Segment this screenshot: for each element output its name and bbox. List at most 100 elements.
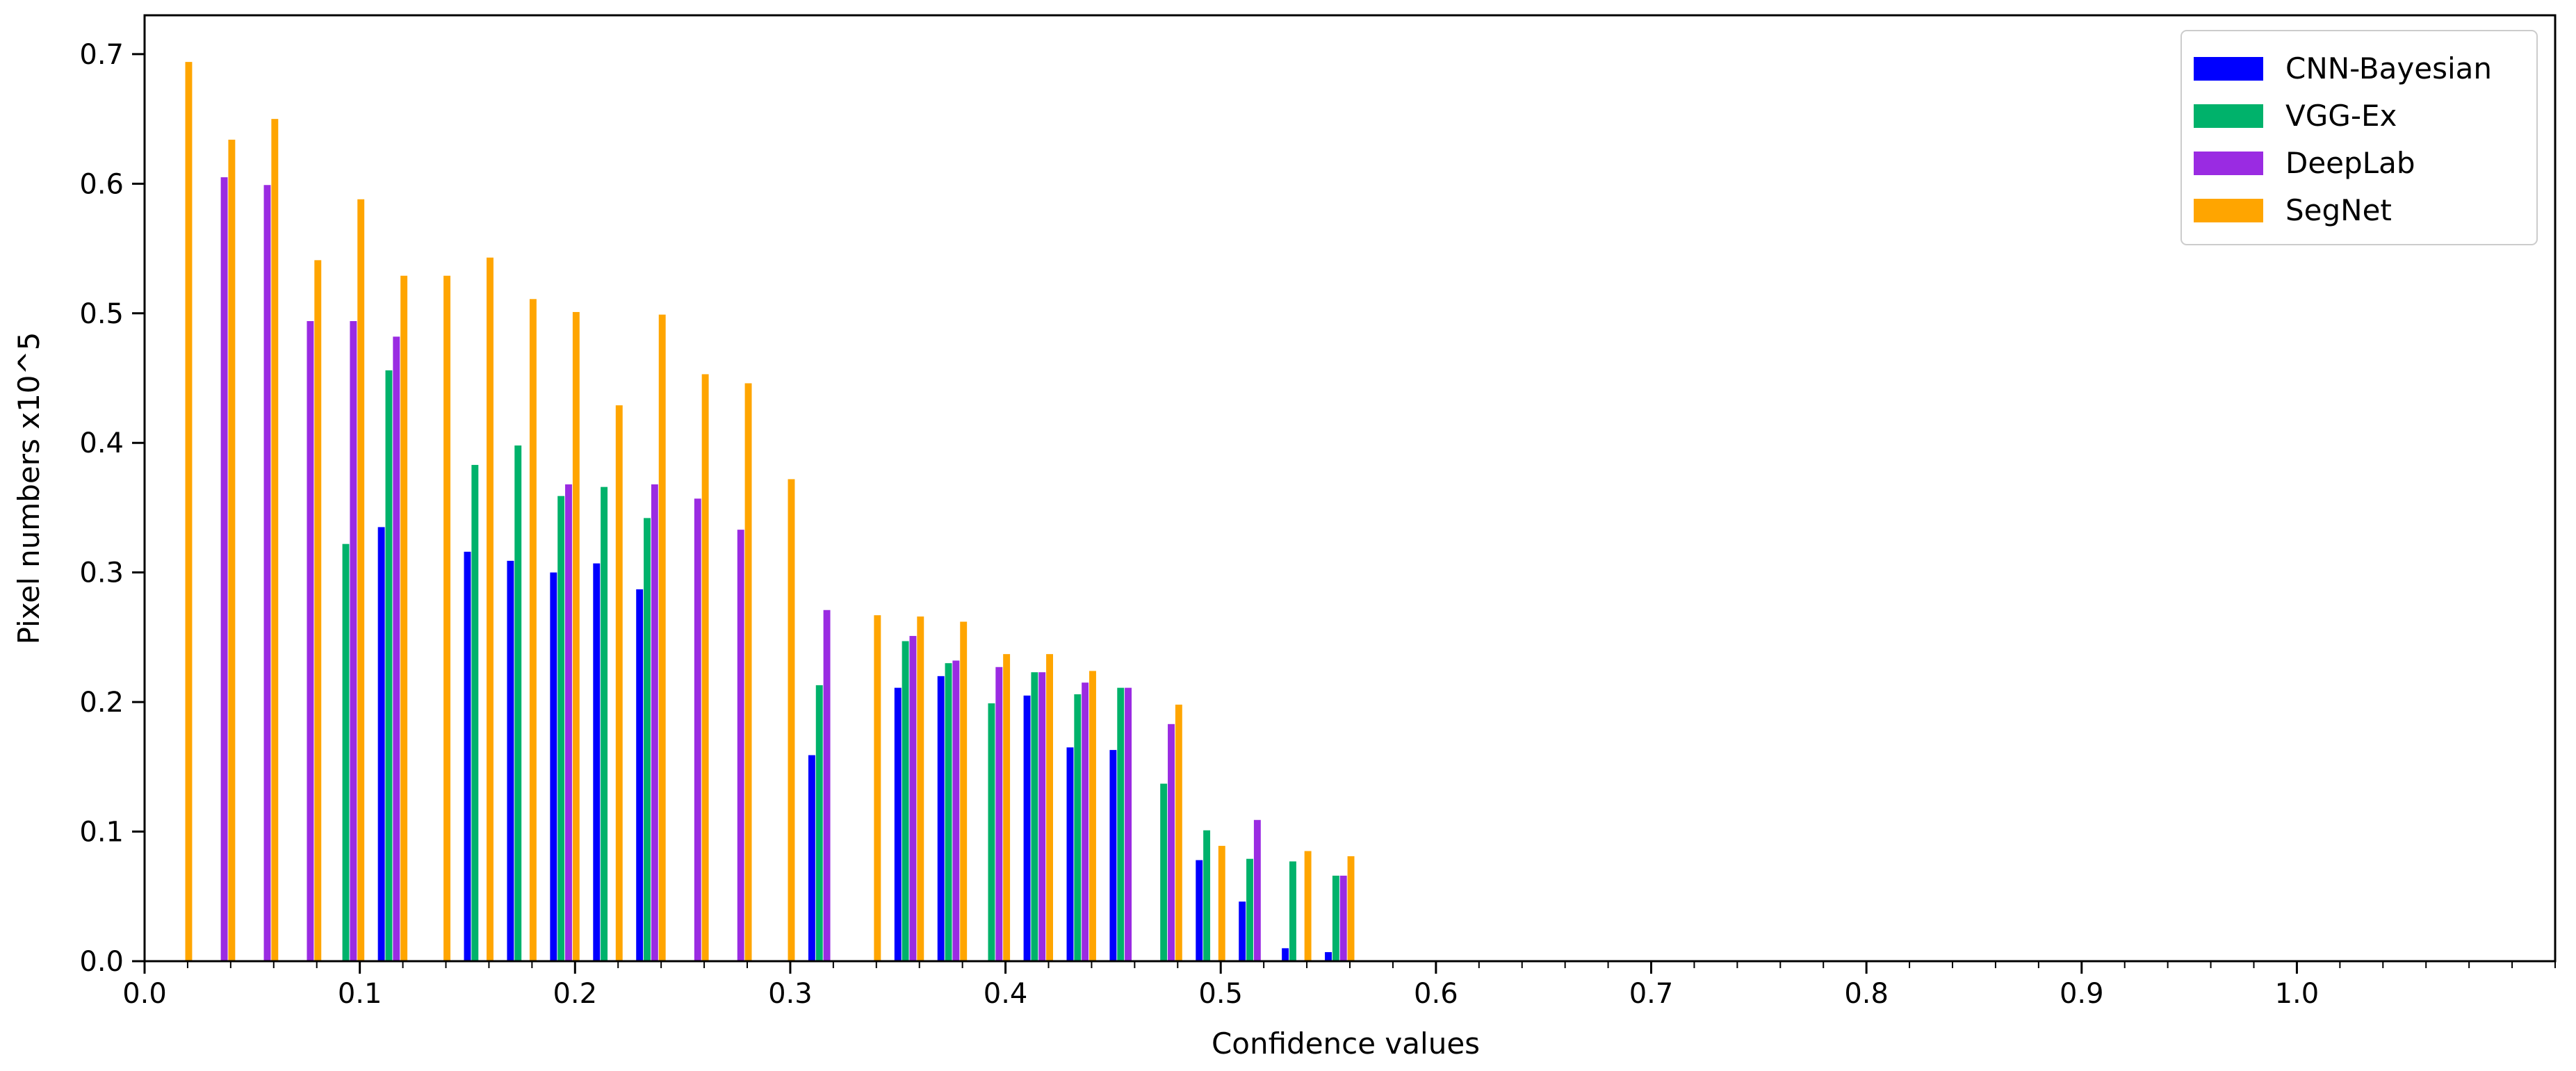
y-tick-label: 0.5 xyxy=(79,298,124,330)
legend-label: VGG-Ex xyxy=(2285,99,2397,133)
legend-swatch-segnet xyxy=(2194,199,2263,222)
bar-segnet-23 xyxy=(1304,851,1312,961)
bar-segnet-18 xyxy=(1003,654,1011,961)
plot-area-frame xyxy=(143,14,2557,963)
bar-segnet-2 xyxy=(271,119,279,961)
bar-cnn-bayesian-4 xyxy=(593,563,601,961)
bar-segnet-21 xyxy=(1175,704,1182,961)
bar-vgg-ex-3 xyxy=(514,445,522,961)
x-axis: 0.0 0.1 0.2 0.3 0.4 0.5 0.6 0.7 0.8 0.9 1.0 xyxy=(122,961,2556,1010)
bar-segnet-17 xyxy=(960,621,968,961)
bar-deeplab-15 xyxy=(1125,687,1132,961)
bar-deeplab-8 xyxy=(737,530,744,961)
x-tick-label: 1.0 xyxy=(2275,978,2320,1010)
bar-deeplab-10 xyxy=(909,636,917,961)
legend-box xyxy=(2180,30,2538,245)
bar-vgg-ex-1 xyxy=(385,370,393,961)
bar-deeplab-18 xyxy=(1339,875,1347,961)
bar-cnn-bayesian-15 xyxy=(1325,951,1332,961)
bar-vgg-ex-14 xyxy=(1160,783,1168,961)
bar-cnn-bayesian-8 xyxy=(937,676,945,961)
y-tick-label: 0.6 xyxy=(79,168,124,200)
bar-segnet-9 xyxy=(572,311,580,961)
y-tick-label: 0.4 xyxy=(79,427,124,459)
bar-deeplab-0 xyxy=(220,177,228,961)
bar-cnn-bayesian-1 xyxy=(464,551,471,961)
bar-segnet-3 xyxy=(314,260,322,961)
bar-vgg-ex-0 xyxy=(342,543,350,961)
x-tick-label: 0.9 xyxy=(2060,978,2104,1010)
x-tick-label: 0.6 xyxy=(1414,978,1458,1010)
x-tick-label: 0.2 xyxy=(553,978,597,1010)
y-tick-label: 0.2 xyxy=(79,687,124,719)
legend-label: DeepLab xyxy=(2285,146,2415,180)
legend-swatch-deeplab xyxy=(2194,152,2263,175)
bar-deeplab-1 xyxy=(263,185,271,962)
bar-vgg-ex-15 xyxy=(1203,830,1211,961)
bar-segnet-12 xyxy=(701,374,709,961)
bar-vgg-ex-10 xyxy=(988,703,995,961)
bar-cnn-bayesian-3 xyxy=(550,572,557,961)
bar-vgg-ex-5 xyxy=(601,487,608,961)
x-tick-label: 0.7 xyxy=(1629,978,1674,1010)
bar-vgg-ex-4 xyxy=(557,496,565,961)
bar-vgg-ex-13 xyxy=(1117,687,1125,961)
bar-segnet-1 xyxy=(228,139,236,962)
bar-deeplab-9 xyxy=(823,610,831,961)
bar-segnet-22 xyxy=(1218,846,1225,961)
bar-segnet-7 xyxy=(487,257,494,961)
bar-deeplab-7 xyxy=(694,498,701,961)
x-tick-label: 0.5 xyxy=(1198,978,1243,1010)
bar-cnn-bayesian-14 xyxy=(1282,948,1289,961)
bar-cnn-bayesian-9 xyxy=(1023,695,1031,961)
bar-cnn-bayesian-7 xyxy=(894,687,902,961)
y-axis-label: Pixel numbers x10^5 xyxy=(12,332,46,645)
bar-segnet-11 xyxy=(658,314,666,961)
bar-vgg-ex-8 xyxy=(902,641,909,961)
x-tick-label: 0.0 xyxy=(122,978,167,1010)
bar-deeplab-2 xyxy=(307,320,314,961)
y-tick-label: 0.3 xyxy=(79,557,124,589)
bar-deeplab-11 xyxy=(952,660,960,961)
bar-vgg-ex-7 xyxy=(815,685,823,961)
bar-segnet-19 xyxy=(1046,654,1053,961)
bar-deeplab-17 xyxy=(1253,819,1261,961)
y-tick-label: 0.1 xyxy=(79,817,124,849)
bar-segnet-0 xyxy=(185,62,193,962)
bar-deeplab-6 xyxy=(651,484,658,961)
bar-segnet-15 xyxy=(874,615,881,961)
bar-vgg-ex-18 xyxy=(1332,875,1339,961)
bar-segnet-16 xyxy=(917,616,924,961)
bar-cnn-bayesian-12 xyxy=(1196,860,1203,961)
bar-segnet-6 xyxy=(443,275,450,961)
y-tick-label: 0.7 xyxy=(79,39,124,71)
bar-deeplab-16 xyxy=(1168,723,1175,961)
bar-cnn-bayesian-5 xyxy=(636,589,644,961)
bar-vgg-ex-9 xyxy=(945,663,952,961)
bar-cnn-bayesian-11 xyxy=(1109,750,1117,961)
bar-segnet-20 xyxy=(1089,671,1096,961)
bar-vgg-ex-2 xyxy=(471,464,479,961)
x-axis-label: Confidence values xyxy=(1212,1027,1480,1061)
bar-deeplab-3 xyxy=(350,320,357,961)
x-tick-label: 0.1 xyxy=(338,978,382,1010)
bar-cnn-bayesian-0 xyxy=(377,527,385,961)
bar-vgg-ex-6 xyxy=(644,518,651,961)
bar-cnn-bayesian-6 xyxy=(808,755,815,961)
bar-deeplab-4 xyxy=(393,336,400,961)
legend-swatch-cnn-bayesian xyxy=(2194,57,2263,81)
bar-segnet-14 xyxy=(788,479,795,961)
bar-deeplab-14 xyxy=(1082,682,1089,961)
bar-deeplab-12 xyxy=(995,667,1003,961)
bar-cnn-bayesian-2 xyxy=(507,560,514,961)
bar-deeplab-5 xyxy=(565,484,572,961)
bar-segnet-4 xyxy=(357,199,365,961)
bar-vgg-ex-16 xyxy=(1246,858,1253,961)
bar-deeplab-13 xyxy=(1038,672,1046,961)
x-tick-label: 0.8 xyxy=(1844,978,1889,1010)
bar-vgg-ex-17 xyxy=(1289,861,1296,961)
bar-segnet-8 xyxy=(529,299,537,961)
legend-swatch-vgg-ex xyxy=(2194,104,2263,128)
